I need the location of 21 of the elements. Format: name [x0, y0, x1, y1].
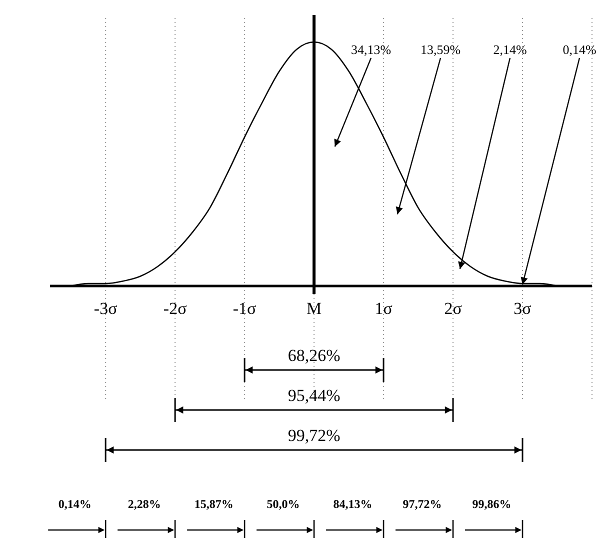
annotation: 34,13% [350, 42, 392, 57]
text: 68,26% [288, 346, 340, 365]
x-tick-label: -1σ [232, 299, 256, 318]
text: 2,28% [128, 497, 161, 511]
text: 15,87% [194, 497, 234, 511]
annotation: 13,59% [420, 42, 461, 57]
x-tick-label: 2σ [444, 299, 462, 318]
text: 95,44% [288, 386, 340, 405]
text: 0,14% [58, 497, 92, 511]
x-tick-label: 3σ [514, 299, 532, 318]
x-tick-label: 1σ [374, 299, 392, 318]
x-tick-label: -3σ [94, 299, 118, 318]
text: 50,0% [266, 497, 300, 511]
text: 99,72% [288, 426, 340, 445]
x-tick-label: M [306, 299, 322, 318]
text: 99,86% [472, 497, 512, 511]
annotation: 2,14% [493, 42, 527, 57]
text: 84,13% [333, 497, 372, 511]
text: 97,72% [402, 497, 442, 511]
annotation: 0,14% [562, 42, 596, 57]
x-tick-label: -2σ [163, 299, 187, 318]
